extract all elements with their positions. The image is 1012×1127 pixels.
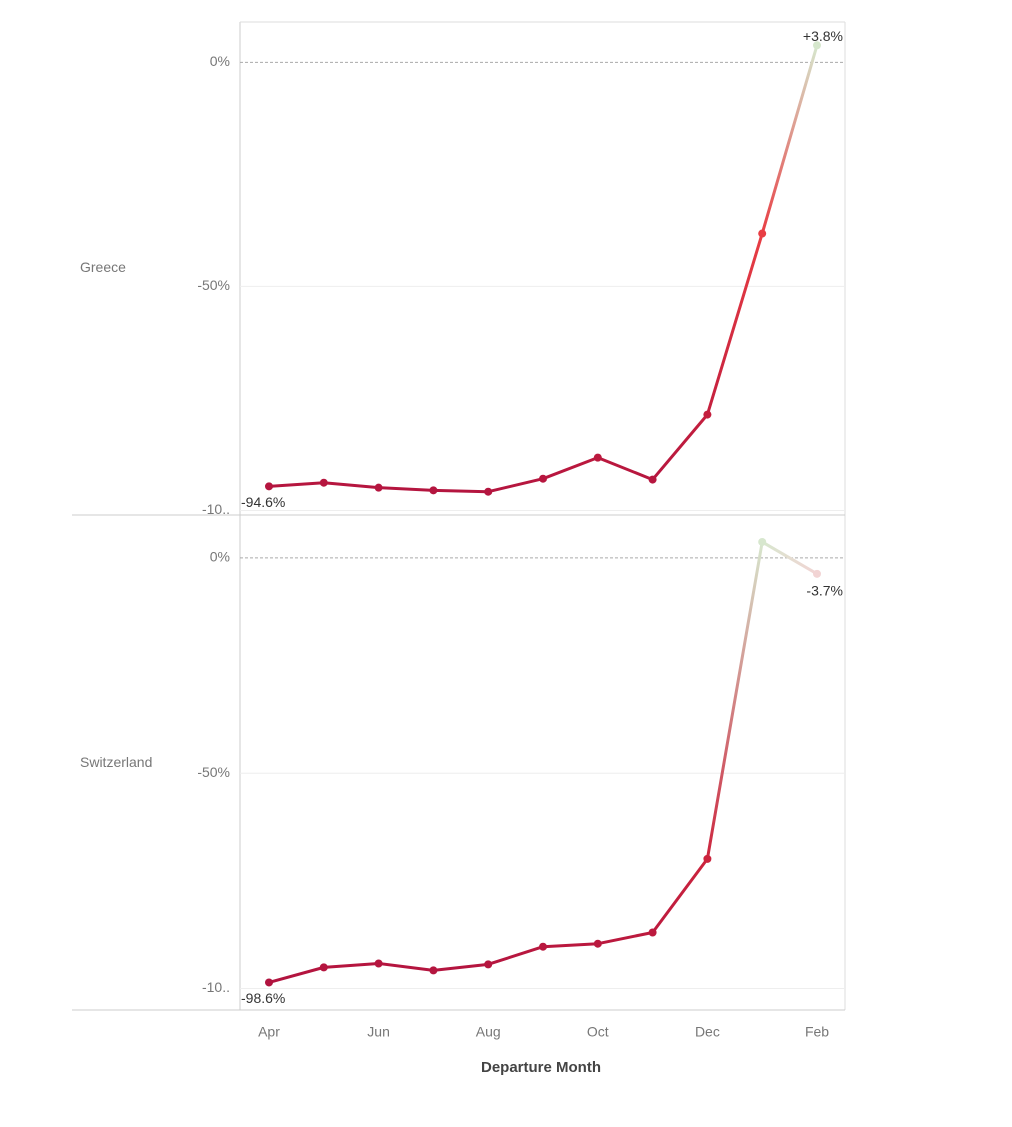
x-tick-label: Oct: [587, 1024, 609, 1040]
x-tick-label: Feb: [805, 1024, 829, 1040]
line-segment: [377, 486, 435, 492]
line-segment: [760, 540, 819, 576]
line-segment: [705, 232, 764, 417]
x-axis-title: Departure Month: [481, 1059, 601, 1076]
line-point: [429, 486, 438, 495]
line-point: [484, 960, 493, 969]
data-label: -98.6%: [241, 990, 285, 1006]
data-label: -3.7%: [806, 583, 843, 599]
line-point: [703, 410, 712, 419]
line-point: [813, 41, 821, 50]
line-point: [484, 487, 493, 496]
line-point: [319, 963, 328, 972]
line-segment: [486, 477, 545, 494]
line-point: [648, 475, 657, 484]
line-segment: [705, 540, 764, 861]
y-tick-label: -10..: [202, 501, 230, 517]
line-point: [593, 453, 602, 462]
line-point: [539, 474, 547, 483]
line-point: [703, 854, 712, 863]
line-point: [539, 942, 547, 951]
line-segment: [431, 962, 490, 972]
line-segment: [267, 481, 326, 488]
panel-label: Greece: [80, 259, 126, 275]
data-label: -94.6%: [241, 494, 285, 510]
line-segment: [486, 945, 545, 966]
y-tick-label: -10..: [202, 979, 230, 995]
line-point: [758, 229, 767, 238]
line-segment: [651, 413, 709, 482]
line-segment: [377, 961, 435, 972]
line-segment: [431, 488, 490, 494]
line-point: [758, 537, 767, 546]
data-label: +3.8%: [803, 28, 843, 44]
line-segment: [541, 942, 600, 949]
line-segment: [760, 43, 819, 236]
line-segment: [541, 456, 600, 481]
y-tick-label: -50%: [197, 764, 230, 780]
line-point: [265, 482, 273, 491]
line-point: [813, 569, 821, 578]
line-point: [429, 966, 438, 975]
x-tick-label: Dec: [695, 1024, 720, 1040]
x-tick-label: Apr: [258, 1024, 280, 1040]
line-point: [374, 959, 383, 968]
y-tick-label: -50%: [197, 277, 230, 293]
panel-label: Switzerland: [80, 754, 152, 770]
line-point: [374, 483, 383, 492]
line-segment: [651, 857, 709, 934]
line-point: [648, 928, 657, 937]
line-segment: [322, 961, 381, 969]
line-segment: [322, 481, 381, 490]
line-point: [319, 478, 328, 487]
line-point: [265, 978, 273, 987]
x-tick-label: Aug: [476, 1024, 501, 1040]
x-tick-label: Jun: [367, 1024, 390, 1040]
line-segment: [596, 930, 655, 946]
y-tick-label: 0%: [210, 549, 230, 565]
y-tick-label: 0%: [210, 53, 230, 69]
line-segment: [267, 965, 326, 984]
line-point: [593, 939, 602, 948]
line-segment: [596, 456, 655, 482]
